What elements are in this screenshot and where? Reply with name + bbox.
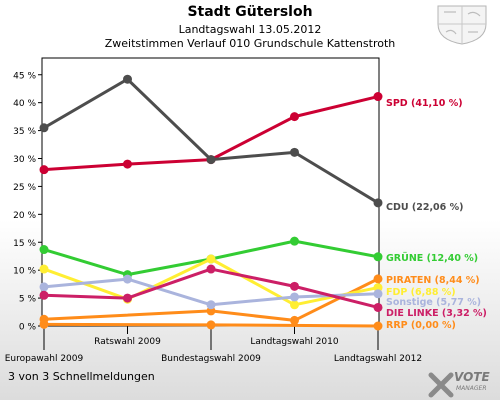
series-end-label: RRP (0,00 %) bbox=[386, 320, 456, 331]
data-point bbox=[373, 289, 383, 299]
data-point bbox=[39, 245, 49, 255]
data-point bbox=[39, 282, 49, 292]
series-end-label: GRÜNE (12,40 %) bbox=[386, 253, 478, 264]
y-tick-label: 10 % bbox=[13, 267, 36, 277]
y-tick-label: 20 % bbox=[13, 211, 36, 221]
y-tick-label: 30 % bbox=[13, 155, 36, 165]
data-point bbox=[123, 274, 132, 284]
data-point bbox=[123, 74, 132, 84]
vote-manager-logo-icon bbox=[428, 372, 454, 398]
data-point bbox=[206, 320, 216, 330]
data-point bbox=[290, 281, 299, 291]
y-tick-label: 25 % bbox=[13, 183, 36, 193]
data-point bbox=[373, 274, 383, 284]
logo-text: VOTE bbox=[454, 370, 490, 384]
data-point bbox=[373, 283, 383, 293]
y-tick-label: 5 % bbox=[19, 295, 37, 305]
data-point bbox=[39, 165, 49, 175]
chart-subtitle: Landtagswahl 13.05.2012 bbox=[178, 23, 322, 36]
data-point bbox=[123, 293, 132, 303]
data-point bbox=[290, 147, 299, 157]
y-tick-label: 45 % bbox=[13, 71, 36, 81]
data-point bbox=[39, 123, 49, 133]
data-point bbox=[123, 159, 132, 169]
data-point bbox=[290, 300, 299, 310]
chart-subtitle-2: Zweitstimmen Verlauf 010 Grundschule Kat… bbox=[104, 37, 396, 50]
series-end-label: SPD (41,10 %) bbox=[386, 98, 463, 109]
data-point bbox=[290, 292, 299, 302]
y-tick-label: 35 % bbox=[13, 127, 36, 137]
series-end-label: Sonstige (5,77 %) bbox=[386, 297, 481, 308]
data-point bbox=[206, 254, 216, 264]
data-point bbox=[373, 92, 383, 102]
series-end-label: CDU (22,06 %) bbox=[386, 202, 463, 213]
data-point bbox=[373, 302, 383, 312]
data-point bbox=[39, 319, 49, 329]
chart-title: Stadt Gütersloh bbox=[187, 4, 313, 20]
y-tick-label: 15 % bbox=[13, 239, 36, 249]
data-point bbox=[373, 321, 383, 331]
x-tick-label: Bundestagswahl 2009 bbox=[161, 354, 261, 364]
data-point bbox=[39, 290, 49, 300]
footer-status: 3 von 3 Schnellmeldungen bbox=[8, 370, 155, 383]
series-end-label: PIRATEN (8,44 %) bbox=[386, 275, 480, 286]
x-tick-label: Ratswahl 2009 bbox=[94, 337, 161, 347]
coat-of-arms-icon bbox=[437, 5, 487, 45]
data-point bbox=[373, 252, 383, 262]
data-point bbox=[206, 264, 216, 274]
logo-subtext: MANAGER bbox=[456, 385, 487, 392]
data-point bbox=[290, 112, 299, 122]
data-point bbox=[290, 315, 299, 325]
data-point bbox=[39, 264, 49, 274]
series-end-label: DIE LINKE (3,32 %) bbox=[386, 308, 487, 319]
series-end-label: FDP (6,88 %) bbox=[386, 287, 456, 298]
data-point bbox=[290, 236, 299, 246]
y-tick-label: 40 % bbox=[13, 99, 36, 109]
data-point bbox=[373, 198, 383, 208]
x-tick-label: Landtagswahl 2012 bbox=[334, 354, 422, 364]
data-point bbox=[206, 155, 216, 165]
x-tick-label: Landtagswahl 2010 bbox=[250, 337, 339, 347]
series-line-piraten bbox=[43, 277, 379, 322]
y-tick-label: 0 % bbox=[19, 323, 37, 333]
x-tick-label: Europawahl 2009 bbox=[5, 354, 84, 364]
data-point bbox=[206, 300, 216, 310]
